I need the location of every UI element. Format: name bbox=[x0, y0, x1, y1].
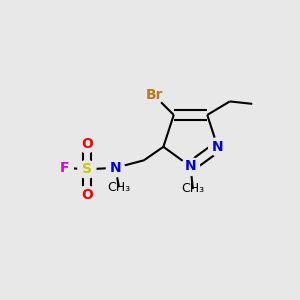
Text: O: O bbox=[81, 137, 93, 151]
Circle shape bbox=[78, 186, 96, 204]
Circle shape bbox=[208, 138, 226, 156]
Circle shape bbox=[56, 159, 74, 177]
Text: Br: Br bbox=[146, 88, 163, 102]
Circle shape bbox=[78, 135, 96, 153]
Text: S: S bbox=[82, 162, 92, 176]
Text: CH₃: CH₃ bbox=[181, 182, 205, 196]
Text: N: N bbox=[185, 160, 196, 173]
Circle shape bbox=[106, 159, 124, 177]
Text: F: F bbox=[60, 161, 69, 175]
Circle shape bbox=[182, 158, 200, 175]
Text: N: N bbox=[212, 140, 224, 154]
Circle shape bbox=[145, 86, 163, 104]
Text: O: O bbox=[81, 188, 93, 202]
Circle shape bbox=[78, 160, 96, 178]
Text: N: N bbox=[110, 161, 121, 175]
Text: CH₃: CH₃ bbox=[107, 181, 130, 194]
